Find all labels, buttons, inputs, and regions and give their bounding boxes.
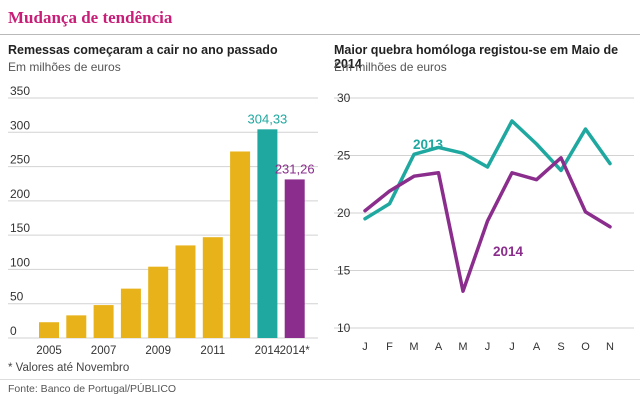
bar-y-tick-label: 200 [10, 187, 30, 201]
bar-x-tick-label: 2014 [255, 345, 281, 357]
bar-chart-title: Remessas começaram a cair no ano passado [8, 43, 278, 57]
bar-y-tick-label: 350 [10, 84, 30, 98]
bar-x-tick-label: 2005 [36, 345, 62, 357]
bar-x-tick-label: 2009 [145, 345, 171, 357]
line-x-tick-label: N [606, 341, 614, 353]
bar-2014* [284, 179, 305, 338]
series-2013-label: 2013 [413, 137, 444, 152]
line-x-tick-label: O [581, 341, 590, 353]
series-2014-line [363, 156, 612, 293]
bar-x-tick-label: 2007 [91, 345, 117, 357]
line-x-tick-label: M [409, 341, 418, 353]
bar-chart-subtitle: Em milhões de euros [8, 60, 121, 74]
bar-y-tick-label: 0 [10, 324, 17, 338]
line-y-tick-label: 10 [337, 321, 351, 335]
line-chart-title: Maior quebra homóloga registou-se em Mai… [334, 43, 619, 71]
line-y-tick-label: 25 [337, 149, 351, 163]
bar-y-tick-label: 250 [10, 153, 30, 167]
bar-2011 [202, 237, 223, 338]
series-2013-line [363, 119, 612, 221]
line-x-tick-label: A [533, 341, 541, 353]
heading-divider [0, 34, 640, 35]
line-x-tick-label: A [435, 341, 443, 353]
page-heading: Mudança de tendência [8, 8, 173, 27]
footnote: * Valores até Novembro [8, 362, 130, 374]
line-y-tick-label: 30 [337, 91, 351, 105]
source-credit: Fonte: Banco de Portugal/PÚBLICO [8, 383, 177, 395]
line-y-tick-label: 20 [337, 206, 351, 220]
line-x-tick-label: J [485, 341, 491, 353]
bar-2010 [175, 245, 196, 338]
bar-data-label: 304,33 [248, 111, 288, 126]
bar-x-tick-label: 2014* [280, 345, 311, 357]
line-x-tick-label: S [557, 341, 564, 353]
line-x-tick-label: M [458, 341, 467, 353]
footer-divider [0, 379, 640, 380]
line-x-tick-label: J [509, 341, 515, 353]
bar-2008 [120, 288, 141, 338]
bar-2007 [93, 305, 114, 338]
line-chart-subtitle: Em milhões de euros [334, 60, 447, 74]
bar-y-tick-label: 100 [10, 255, 30, 269]
bar-2006 [66, 315, 87, 338]
bar-y-tick-label: 50 [10, 290, 24, 304]
bar-2012 [230, 151, 251, 338]
bar-2005 [39, 322, 59, 338]
bar-x-tick-label: 2011 [200, 345, 225, 357]
line-y-tick-label: 15 [337, 264, 351, 278]
line-x-tick-label: J [362, 341, 368, 353]
bar-2013 [257, 129, 278, 338]
bar-y-tick-label: 150 [10, 221, 30, 235]
bar-2009 [148, 266, 169, 338]
bar-data-label: 231,26 [275, 161, 315, 176]
series-2014-label: 2014 [493, 244, 524, 259]
bar-y-tick-label: 300 [10, 118, 30, 132]
line-x-tick-label: F [386, 341, 393, 353]
